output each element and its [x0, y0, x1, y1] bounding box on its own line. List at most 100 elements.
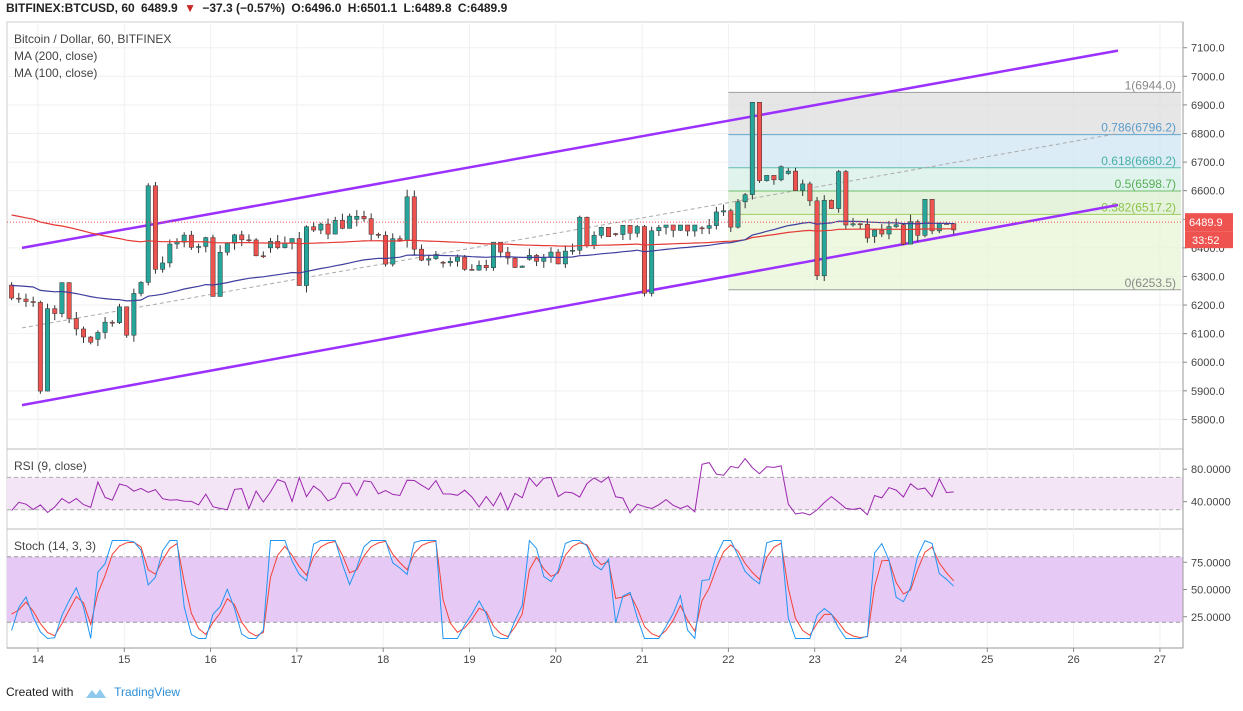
candle-body — [670, 224, 676, 231]
price-tick-label: 6200.0 — [1191, 300, 1225, 312]
tradingview-logo-icon — [85, 688, 106, 698]
time-tick-label: 17 — [291, 654, 303, 666]
candle-body — [642, 226, 647, 294]
candle-body — [88, 336, 94, 343]
candle-body — [124, 306, 130, 336]
candle-body — [433, 254, 439, 259]
price-change: −37.3 (−0.57%) — [202, 1, 286, 15]
fib-level-label: 0(6253.5) — [1125, 276, 1176, 290]
candle-body — [699, 227, 705, 230]
time-tick-label: 24 — [895, 654, 907, 666]
created-with-text: Created with — [6, 685, 74, 699]
candle-body — [196, 246, 202, 248]
ma100-line — [11, 220, 954, 302]
fib-level-label: 1(6944.0) — [1125, 78, 1176, 92]
candle-body — [843, 171, 849, 226]
candle-body — [426, 258, 432, 261]
candle-body — [102, 321, 108, 333]
candle-body — [73, 318, 79, 330]
rsi-tick-label: 40.0000 — [1191, 497, 1231, 509]
time-tick-label: 18 — [377, 654, 389, 666]
candle-body — [383, 235, 389, 265]
ma100-legend[interactable]: MA (100, close) — [14, 66, 98, 80]
candle-body — [9, 284, 15, 299]
candle-body — [951, 223, 957, 231]
candle-body — [455, 256, 460, 262]
candle-body — [570, 250, 575, 252]
candle-body — [713, 211, 719, 226]
candle-body — [160, 262, 166, 270]
candle-body — [375, 234, 381, 236]
candle-body — [879, 229, 885, 235]
candle-body — [498, 241, 504, 253]
candle-body — [627, 225, 633, 234]
low-value: L:6489.8 — [403, 1, 452, 15]
fib-level-label: 0.786(6796.2) — [1101, 121, 1176, 135]
candle-body — [304, 226, 309, 286]
candle-body — [95, 332, 101, 340]
fib-level-label: 0.382(6517.2) — [1101, 200, 1176, 214]
candle-body — [268, 241, 273, 249]
candle-body — [706, 225, 712, 229]
candle-body — [354, 216, 360, 220]
axes: 7100.07000.06900.06800.06700.06600.06500… — [7, 22, 1233, 666]
candle-body — [512, 257, 518, 268]
time-tick-label: 25 — [981, 654, 993, 666]
candle-body — [864, 223, 870, 239]
candle-body — [584, 216, 590, 246]
fib-zone — [728, 191, 1181, 215]
candle-body — [742, 194, 748, 203]
candle-body — [37, 302, 43, 392]
time-tick-label: 16 — [204, 654, 216, 666]
timer-tag — [1185, 231, 1233, 249]
rsi-legend[interactable]: RSI (9, close) — [14, 459, 87, 473]
candle-body — [239, 234, 245, 241]
candle-body — [152, 185, 158, 270]
moving-averages — [11, 214, 954, 302]
candle-body — [857, 223, 863, 225]
candle-body — [872, 229, 878, 237]
candle-body — [476, 265, 482, 271]
price-tick-label: 5800.0 — [1191, 414, 1225, 426]
ascending-channel — [21, 49, 1119, 407]
price-tick-label: 6000.0 — [1191, 357, 1225, 369]
price-tick-label: 6800.0 — [1191, 129, 1225, 141]
candle-body — [260, 255, 266, 258]
chart-title: Bitcoin / Dollar, 60, BITFINEX — [14, 32, 172, 46]
candle-body — [685, 224, 691, 232]
stoch-tick-label: 75.0000 — [1191, 557, 1231, 569]
candle-body — [735, 201, 741, 228]
candle-body — [469, 269, 475, 271]
candle-body — [757, 101, 762, 181]
candle-body — [591, 235, 597, 246]
trend-dashed-line — [21, 133, 1119, 329]
candle-body — [793, 170, 798, 191]
candle-body — [440, 261, 446, 264]
price-tick-label: 7100.0 — [1191, 43, 1225, 55]
candle-body — [397, 238, 403, 241]
stoch-legend[interactable]: Stoch (14, 3, 3) — [14, 539, 97, 553]
candle-body — [30, 301, 36, 303]
candle-body — [411, 196, 417, 250]
stoch-band — [7, 556, 1183, 623]
candle-body — [311, 226, 317, 231]
candle-body — [915, 221, 921, 236]
candle-body — [649, 230, 655, 294]
candle-body — [246, 239, 252, 242]
price-tick-label: 5900.0 — [1191, 386, 1225, 398]
channel-upper-line — [21, 49, 1119, 250]
candle-body — [368, 218, 374, 235]
candle-body — [131, 293, 137, 336]
price-tick-label: 6900.0 — [1191, 100, 1225, 112]
ma200-legend[interactable]: MA (200, close) — [14, 49, 98, 63]
candle-body — [361, 216, 367, 219]
candle-body — [296, 238, 302, 286]
candle-body — [663, 224, 669, 228]
high-value: H:6501.1 — [347, 1, 398, 15]
candle-body — [534, 255, 540, 262]
candle-body — [850, 223, 856, 226]
tradingview-link[interactable]: TradingView — [114, 685, 181, 699]
candle-body — [167, 243, 173, 264]
time-tick-label: 22 — [722, 654, 734, 666]
